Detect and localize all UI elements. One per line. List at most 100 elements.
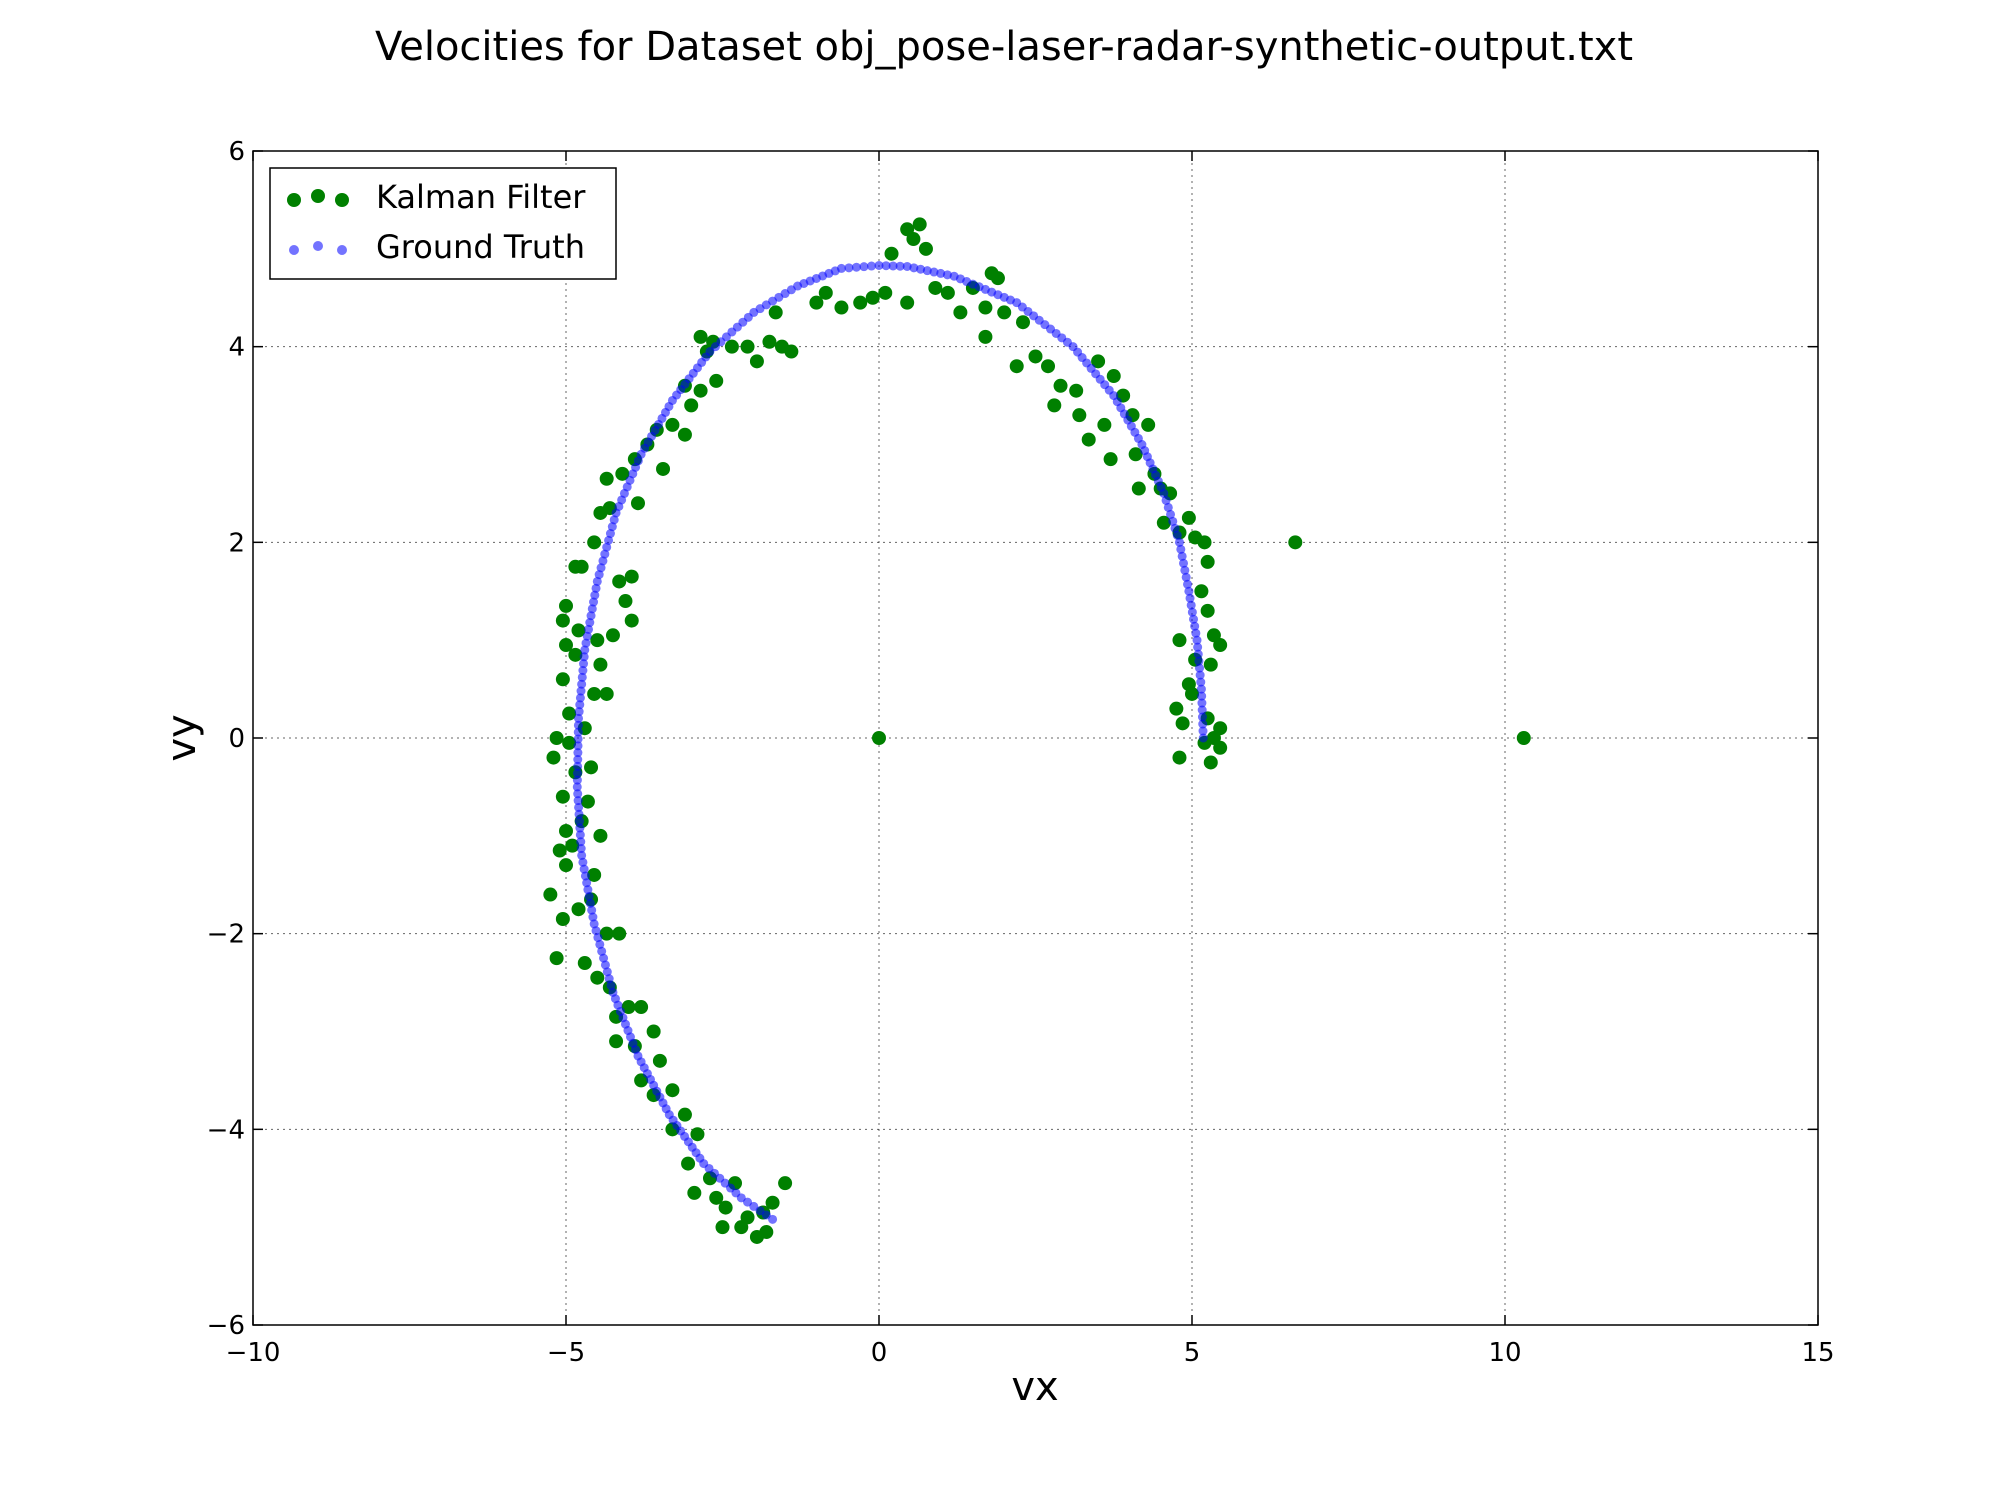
- kalman-filter-point: [562, 735, 577, 750]
- legend-marker-kalman-filter: [335, 193, 349, 207]
- kalman-filter-point: [1097, 417, 1112, 432]
- kalman-filter-point: [953, 305, 968, 320]
- ground-truth-point: [574, 802, 584, 812]
- kalman-filter-point: [749, 1229, 764, 1244]
- kalman-filter-point: [1172, 750, 1187, 765]
- kalman-filter-point: [1213, 721, 1228, 736]
- kalman-filter-point: [1185, 686, 1199, 701]
- ground-truth-point: [936, 268, 946, 278]
- ground-truth-point: [1198, 726, 1208, 736]
- kalman-filter-point: [559, 638, 573, 653]
- kalman-filter-point: [884, 246, 899, 261]
- kalman-filter-point: [612, 574, 627, 589]
- ground-truth-point: [1195, 663, 1205, 673]
- ground-truth-point: [888, 261, 898, 271]
- legend-marker-kalman-filter: [311, 189, 325, 203]
- ground-truth-point: [579, 652, 589, 662]
- ground-truth-point: [596, 563, 606, 573]
- kalman-filter-point: [768, 305, 783, 320]
- kalman-filter-point: [1200, 554, 1215, 569]
- legend: Kalman Filter Ground Truth: [269, 167, 617, 280]
- kalman-filter-point: [865, 290, 880, 305]
- ground-truth-point: [1170, 523, 1180, 533]
- ground-truth-point: [604, 974, 614, 984]
- kalman-filter-point: [818, 285, 833, 300]
- ground-truth-point: [902, 261, 912, 271]
- ground-truth-point: [859, 262, 869, 272]
- kalman-filter-point: [740, 339, 755, 354]
- ground-truth-point: [1192, 635, 1202, 645]
- ground-truth-point: [866, 261, 876, 271]
- kalman-filter-point: [593, 657, 608, 672]
- ground-truth-point: [574, 713, 584, 723]
- kalman-filter-point: [621, 1000, 636, 1015]
- kalman-filter-point: [624, 613, 639, 628]
- ground-truth-point: [574, 809, 584, 819]
- ground-truth-point: [1193, 642, 1203, 652]
- kalman-filter-point: [609, 1034, 624, 1049]
- kalman-filter-point: [549, 951, 564, 966]
- kalman-filter-point: [1103, 452, 1118, 467]
- ground-truth-point: [573, 727, 583, 737]
- kalman-filter-point: [605, 628, 620, 643]
- ground-truth-point: [929, 267, 939, 277]
- ground-truth-point: [573, 748, 583, 758]
- ground-truth-point: [1184, 586, 1194, 596]
- ground-truth-point: [1197, 698, 1207, 708]
- ground-truth-point: [580, 645, 590, 655]
- kalman-filter-point: [584, 760, 599, 775]
- ground-truth-point: [1181, 572, 1191, 582]
- ground-truth-point: [588, 912, 598, 922]
- ground-truth-point: [1194, 656, 1204, 666]
- kalman-filter-point: [587, 867, 602, 882]
- ground-truth-point: [585, 618, 595, 628]
- kalman-filter-point: [718, 1200, 733, 1215]
- ground-truth-point: [573, 741, 583, 751]
- ground-truth-point: [592, 576, 602, 586]
- kalman-filter-point: [809, 295, 824, 310]
- ground-truth-point: [600, 960, 610, 970]
- kalman-filter-point: [571, 623, 586, 638]
- ground-truth-point: [579, 864, 589, 874]
- kalman-filter-point: [872, 731, 886, 745]
- kalman-filter-point: [665, 417, 680, 432]
- kalman-filter-point: [1053, 378, 1068, 393]
- kalman-filter-point: [709, 1190, 724, 1205]
- x-tick-label: 5: [1184, 1338, 1201, 1368]
- kalman-filter-point: [587, 686, 602, 701]
- ground-truth-point: [1177, 551, 1187, 561]
- kalman-filter-point: [940, 285, 955, 300]
- kalman-filter-point: [1106, 369, 1121, 384]
- ground-truth-point: [576, 844, 586, 854]
- ground-truth-point: [768, 1214, 778, 1224]
- ground-truth-point: [942, 270, 952, 280]
- kalman-filter-point: [1131, 481, 1146, 496]
- kalman-filter-point: [778, 1176, 793, 1191]
- kalman-filter-point: [552, 843, 567, 858]
- kalman-filter-point: [1072, 408, 1087, 423]
- ground-truth-point: [602, 967, 612, 977]
- ground-truth-point: [605, 529, 615, 539]
- kalman-filter-point: [681, 1156, 696, 1171]
- kalman-filter-point: [590, 970, 605, 985]
- kalman-filter-point: [990, 271, 1005, 286]
- legend-marker-ground-truth: [337, 245, 347, 255]
- kalman-filter-point: [997, 305, 1012, 320]
- ground-truth-point: [594, 570, 604, 580]
- ground-truth-point: [575, 693, 585, 703]
- ground-truth-point: [578, 857, 588, 867]
- ground-truth-point: [1179, 558, 1189, 568]
- ground-truth-point: [1176, 544, 1186, 554]
- kalman-filter-point: [978, 300, 993, 315]
- ground-truth-point: [577, 672, 587, 682]
- ground-truth-point: [916, 264, 926, 274]
- kalman-filter-point: [1206, 628, 1221, 643]
- kalman-filter-point: [677, 427, 692, 442]
- ground-truth-point: [599, 953, 609, 963]
- kalman-filter-point: [1047, 398, 1062, 413]
- ground-truth-point: [589, 919, 599, 929]
- kalman-filter-point: [1081, 432, 1096, 447]
- kalman-filter-point: [853, 295, 868, 310]
- ground-truth-point: [881, 261, 891, 271]
